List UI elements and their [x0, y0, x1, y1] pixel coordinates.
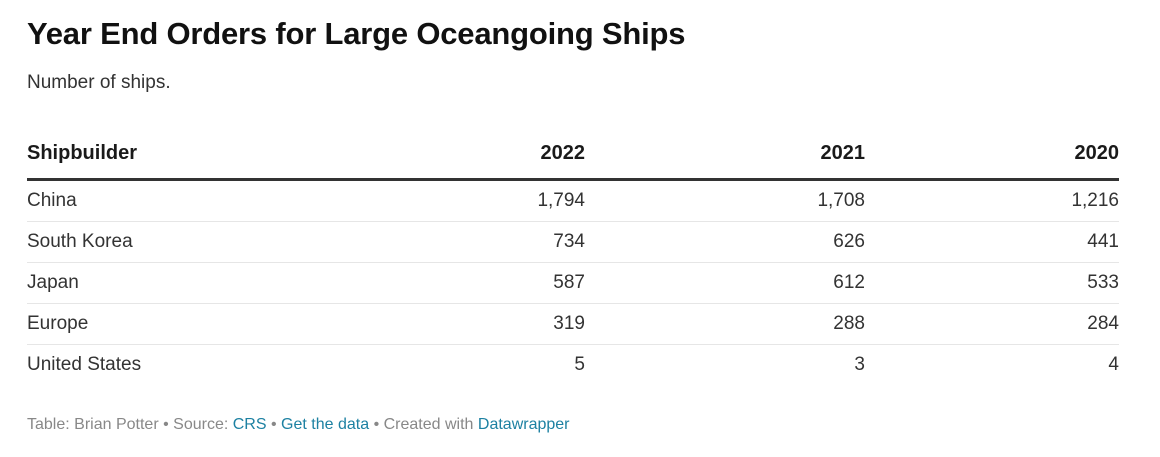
- value-cell-2022: 734: [307, 221, 585, 263]
- source-link[interactable]: CRS: [232, 416, 267, 433]
- table-row: Europe 319 288 284: [27, 303, 1119, 345]
- footer-source-label: Source:: [173, 416, 229, 433]
- footer-table-label: Table:: [27, 416, 70, 433]
- datawrapper-link[interactable]: Datawrapper: [477, 416, 570, 433]
- row-label-cell: Europe: [27, 303, 307, 345]
- table-row: South Korea 734 626 441: [27, 221, 1119, 263]
- column-header-2022[interactable]: 2022: [307, 128, 585, 181]
- value-cell-2022: 5: [574, 354, 585, 375]
- value-cell-2020: 284: [865, 303, 1119, 345]
- column-header-2020[interactable]: 2020: [865, 128, 1119, 181]
- row-label-cell: United States: [27, 354, 142, 375]
- value-cell-2021: 288: [585, 303, 865, 345]
- value-cell-2022: 319: [307, 303, 585, 345]
- value-cell-2020: 1,216: [865, 179, 1119, 222]
- value-cell-2020: 533: [865, 262, 1119, 304]
- value-cell-2022: 1,794: [307, 179, 585, 222]
- value-cell-2021: 1,708: [585, 179, 865, 222]
- value-cell-2022: 587: [307, 262, 585, 304]
- footer-created-label: Created with: [383, 416, 474, 433]
- footer-separator: •: [373, 416, 380, 433]
- value-cell-2021: 3: [854, 354, 865, 375]
- value-cell-2020: 4: [1108, 354, 1119, 375]
- table-row: China 1,794 1,708 1,216: [27, 179, 1119, 222]
- row-label-cell: China: [27, 179, 307, 222]
- footer-separator: •: [270, 416, 277, 433]
- data-table: Shipbuilder 2022 2021 2020 China 1,794 1…: [27, 128, 1119, 385]
- footer-author: Brian Potter: [74, 416, 159, 433]
- get-data-link[interactable]: Get the data: [281, 416, 370, 433]
- table-row: Japan 587 612 533: [27, 262, 1119, 304]
- chart-footer: Table: Brian Potter • Source: CRS • Get …: [27, 416, 570, 434]
- chart-title: Year End Orders for Large Oceangoing Shi…: [27, 16, 686, 51]
- value-cell-2021: 626: [585, 221, 865, 263]
- column-header-2021[interactable]: 2021: [585, 128, 865, 181]
- row-label-cell: South Korea: [27, 221, 307, 263]
- table-row: United States 5 3 4: [27, 345, 1119, 386]
- chart-subtitle: Number of ships.: [27, 72, 171, 93]
- row-label-cell: Japan: [27, 262, 307, 304]
- footer-separator: •: [163, 416, 169, 433]
- column-header-shipbuilder[interactable]: Shipbuilder: [27, 128, 307, 181]
- table-header-row: Shipbuilder 2022 2021 2020: [27, 128, 1119, 181]
- value-cell-2020: 441: [865, 221, 1119, 263]
- value-cell-2021: 612: [585, 262, 865, 304]
